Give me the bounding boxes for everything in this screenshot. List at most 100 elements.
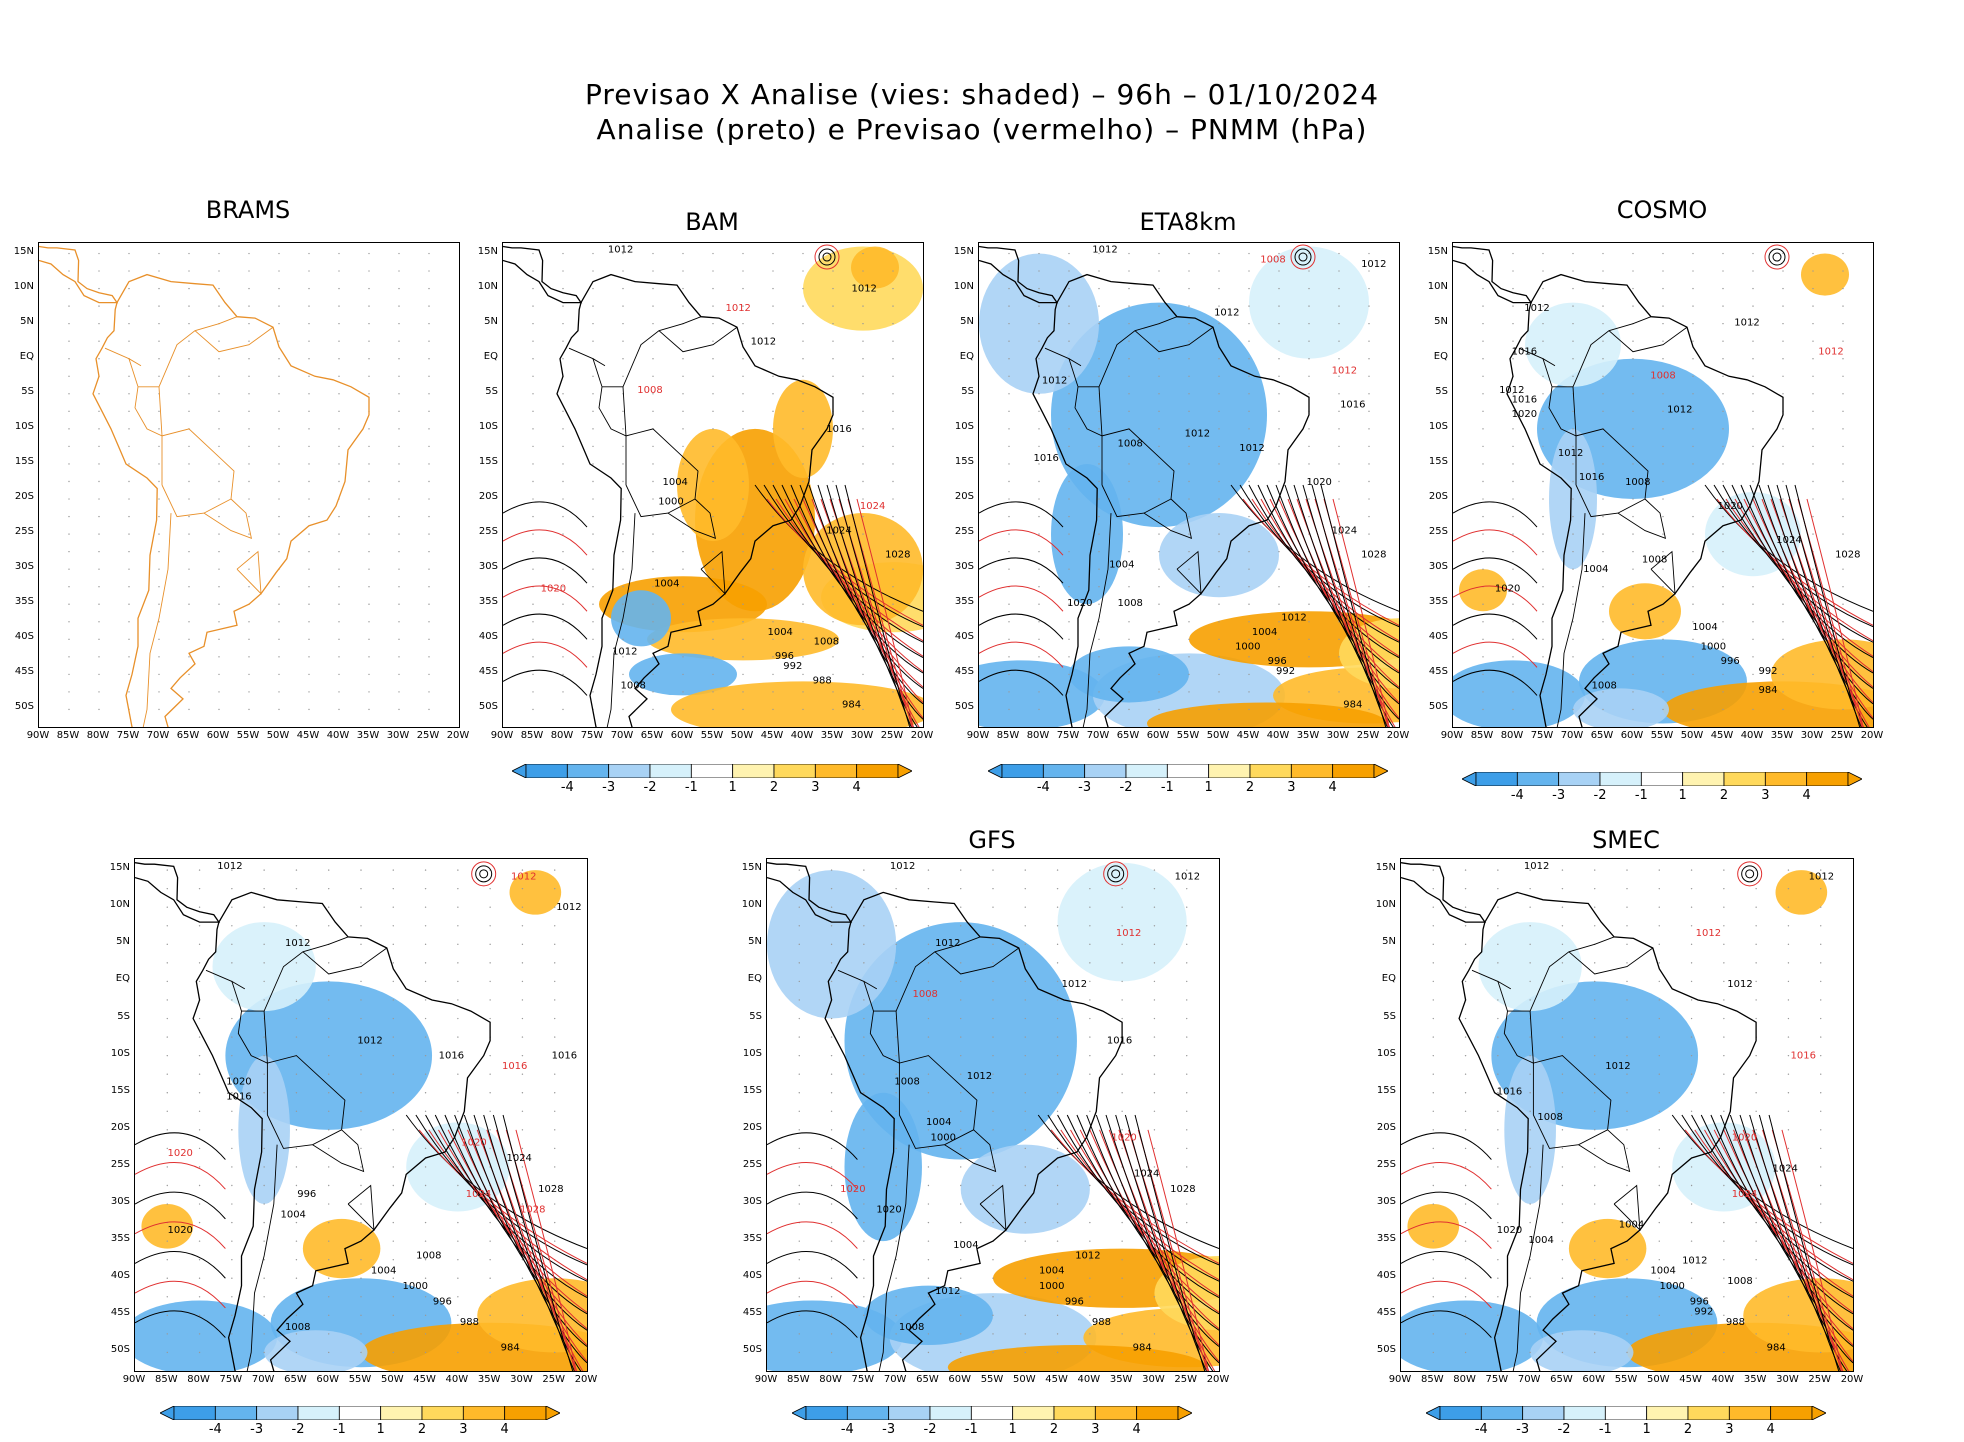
lon-tick-label: 30W [1800,730,1824,741]
lon-tick-label: 25W [416,730,440,741]
colorbar-label: 4 [1766,1422,1775,1437]
grid [1008,252,1370,711]
bias-shading [677,428,749,542]
lon-tick-label: 45W [1236,730,1260,741]
lon-tick-label: 65W [916,1374,939,1385]
colorbar-label: -2 [643,780,657,795]
colorbar-label: 4 [500,1422,509,1437]
lat-tick-label: 35S [14,596,34,608]
lon-tick-label: 90W [966,730,990,741]
colorbar-swatch [173,1406,216,1420]
colorbar-label: 3 [1725,1422,1734,1437]
lon-tick-label: 60W [948,1374,972,1385]
analysis-isobar [1105,1114,1219,1364]
central-america-coastline [1453,245,1533,304]
contour-label: 1012 [851,283,876,294]
analysis-isobar [754,484,923,612]
country-border [237,1010,268,1064]
lon-tick-label: 40W [1077,1374,1101,1385]
contour-label: 996 [1690,1296,1709,1307]
colorbar-label: 1 [1008,1422,1017,1437]
analysis-isobar [1095,1114,1219,1347]
contour-label: 1020 [1717,501,1742,512]
lat-tick-label: 10N [13,280,34,292]
lon-tick-label: 60W [1582,1374,1606,1385]
analysis-isobar [1785,484,1862,727]
contour-label: 1008 [1591,680,1616,691]
lon-tick-label: 75W [1530,730,1554,741]
lon-tick-label: 55W [348,1374,372,1385]
lat-tick-label: 35S [478,596,498,608]
lon-tick-label: 60W [1146,730,1170,741]
bias-shading [1057,862,1187,982]
map-frame [38,242,460,728]
forecast-isobar [496,1129,578,1371]
contour-label: 996 [1721,656,1740,667]
forecast-isobar [1323,498,1389,727]
lat-tick-label: 25S [1428,526,1448,538]
contour-label: 1012 [556,902,581,913]
bias-shading [1453,660,1585,727]
lat-tick-label: 10N [741,899,762,911]
contour-label: 1012 [935,1286,960,1297]
panel-title: BAM [685,208,739,236]
lon-tick-label: 70W [1560,730,1584,741]
colorbar-label: -2 [1119,780,1133,795]
colorbar-label: 2 [1719,788,1729,803]
colorbar-label: -1 [684,780,698,795]
lon-tick-label: 20W [1206,1374,1230,1385]
pacific-isobar [1453,529,1538,556]
lat-tick-label: 35S [110,1233,130,1245]
lat-tick-label: EQ [747,973,762,985]
lat-tick-label: 20S [14,491,34,503]
map-frame: 1012 1012 1012 1012 1008 1012 1016 1008 1012 1004… [766,858,1220,1372]
country-border [312,1129,365,1173]
lat-tick-label: 30S [954,561,974,573]
colorbar-swatch [1125,764,1168,778]
contour-label: 1008 [620,680,645,691]
colorbar-label: -3 [1516,1422,1530,1437]
contour-label: 984 [1133,1343,1152,1354]
colorbar-swatch [929,1406,972,1420]
contour-label: 992 [1276,666,1295,677]
colorbar-label: 2 [1245,780,1255,795]
lon-tick-label: 85W [154,1374,178,1385]
panel-title: GFS [968,826,1016,854]
contour-label: 1004 [1650,1266,1675,1277]
lon-tick-label: 35W [356,730,380,741]
bias-shading [1478,922,1582,1012]
country-border [863,981,874,1012]
lon-tick-label: 75W [851,1374,875,1385]
country-border [194,326,274,353]
lat-tick-label: EQ [115,973,130,985]
lat-tick-label: 50S [478,701,498,713]
colorbar-label: -4 [1474,1422,1488,1437]
analysis-isobar [808,484,923,705]
bias-shading [1568,1218,1647,1279]
bias-shading [947,1345,1207,1371]
colorbar-swatch [1012,1406,1055,1420]
contour-label: 1020 [461,1138,486,1149]
analysis-isobar [1311,484,1388,727]
forecast-isobar [1137,1129,1208,1371]
country-border [667,498,717,540]
analysis-isobar [1239,484,1399,628]
bias-shading [1147,702,1387,727]
lon-tick-label: 65W [176,730,200,741]
colorbar-swatch [1640,772,1684,786]
lat-tick-label: 15N [109,862,130,874]
lat-tick-label: 25S [110,1158,130,1170]
contour-label: 1012 [1214,308,1239,319]
colorbar-swatch [814,764,858,778]
analysis-isobar [763,484,923,628]
bias-shading [1530,1330,1634,1371]
lat-tick-label: 5N [960,315,974,327]
lon-tick-label: 25W [880,730,904,741]
central-america-coastline [767,862,853,923]
country-border [1556,513,1586,727]
country-border [158,316,238,387]
contour-label: 1028 [1835,550,1860,561]
contour-label: 1020 [1512,409,1537,420]
contour-label: 1012 [285,938,310,949]
analysis-isobar [1320,484,1387,727]
